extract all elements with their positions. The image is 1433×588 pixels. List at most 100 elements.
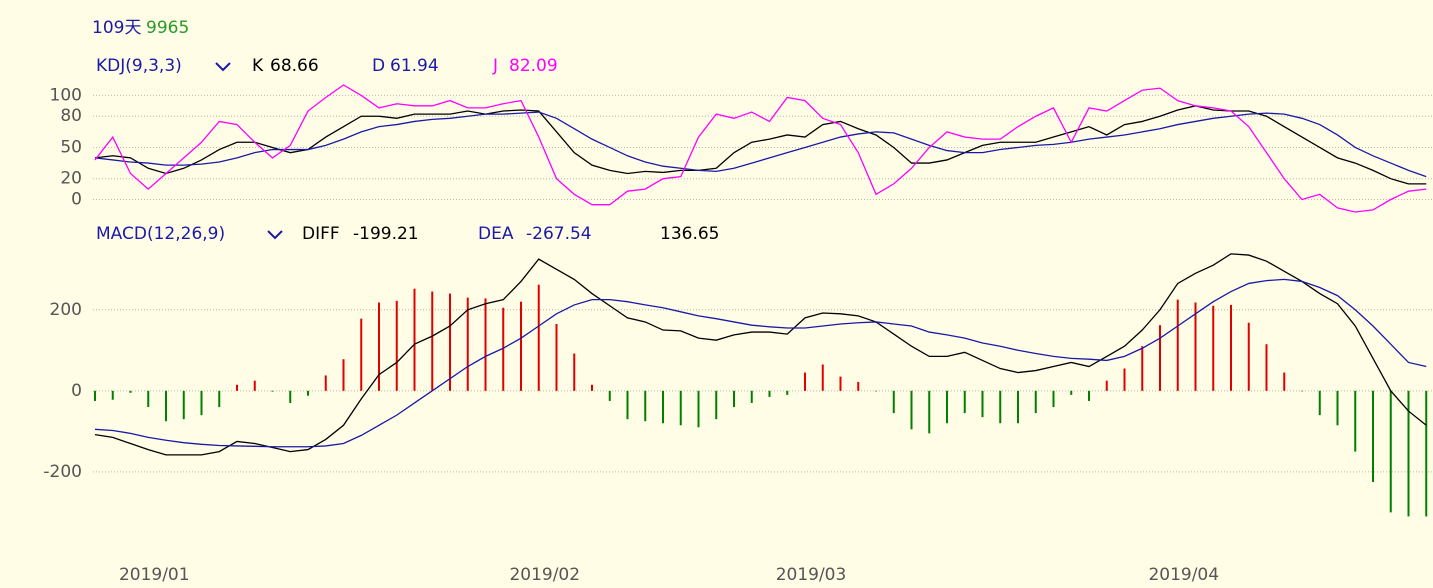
macd-bar — [466, 297, 469, 391]
macd-bar — [644, 390, 647, 422]
macd-bar — [253, 380, 256, 391]
macd-bar — [1052, 390, 1055, 408]
macd-bar — [1176, 299, 1179, 391]
legend-value: -267.54 — [526, 224, 592, 244]
macd-bar — [1247, 322, 1250, 391]
legend-name: DIFF — [302, 224, 340, 244]
macd-bar — [804, 372, 806, 391]
macd-bar — [1141, 346, 1144, 391]
indicator-line — [94, 278, 1427, 448]
indicator-line — [94, 84, 1427, 213]
indicator-line — [94, 111, 1427, 178]
legend-name: K — [252, 56, 264, 76]
macd-bar — [200, 390, 203, 416]
macd-bar — [360, 318, 363, 391]
macd-bar — [910, 390, 913, 430]
macd-bar — [857, 381, 860, 391]
macd-bar — [768, 390, 771, 397]
y-tick-label: 200 — [50, 300, 82, 320]
macd-bar — [502, 307, 505, 391]
macd-bar — [821, 364, 824, 391]
macd-bar — [928, 390, 931, 434]
macd-bar — [1212, 305, 1215, 391]
legend-value: -199.21 — [353, 224, 419, 244]
macd-bar — [342, 359, 345, 391]
macd-bar — [431, 291, 434, 391]
x-tick-label: 2019/02 — [509, 565, 580, 585]
macd-bar — [520, 301, 522, 391]
macd-bar — [1372, 390, 1374, 482]
header-value: 9965 — [146, 18, 189, 38]
macd-bar — [537, 284, 540, 391]
macd-bar — [289, 390, 292, 403]
y-tick-label: -200 — [43, 462, 82, 482]
macd-bar — [626, 390, 629, 420]
macd-bar — [1034, 390, 1037, 414]
macd-bar — [1123, 368, 1126, 391]
macd-bar — [1389, 390, 1392, 513]
macd-bar — [1194, 302, 1197, 391]
macd-bar — [218, 390, 221, 408]
dropdown-icon[interactable] — [267, 230, 283, 240]
macd-title: MACD(12,26,9) — [96, 224, 225, 244]
legend-name: DEA — [478, 224, 514, 244]
macd-bar — [1159, 325, 1161, 391]
macd-bar — [1017, 390, 1019, 424]
macd-bar — [786, 390, 789, 395]
macd-bar — [449, 293, 451, 391]
macd-bar — [555, 323, 558, 391]
legend-name: D — [372, 56, 385, 76]
kdj-title: KDJ(9,3,3) — [96, 56, 182, 76]
macd-bar — [484, 298, 487, 391]
macd-bar — [413, 288, 416, 391]
macd-bar — [733, 390, 735, 408]
legend-value: 136.65 — [660, 224, 719, 244]
macd-bar — [1265, 344, 1268, 391]
macd-bar — [165, 390, 167, 422]
macd-bar — [1318, 390, 1321, 416]
legend-value: 61.94 — [390, 56, 439, 76]
x-tick-label: 2019/04 — [1148, 565, 1219, 585]
header-label: 109天 — [92, 18, 141, 38]
macd-bar — [981, 390, 984, 418]
y-tick-label: 0 — [71, 190, 82, 210]
indicator-line — [94, 105, 1427, 185]
macd-bar — [1301, 390, 1303, 392]
macd-bar — [307, 390, 309, 396]
macd-bar — [147, 390, 150, 408]
y-tick-label: 50 — [60, 137, 82, 157]
legend-name: J — [492, 56, 498, 76]
macd-bar — [608, 390, 611, 401]
macd-bar — [129, 390, 132, 393]
macd-bar — [378, 302, 380, 391]
macd-bar — [715, 390, 718, 420]
macd-bar — [1354, 390, 1357, 452]
macd-bar — [839, 376, 842, 391]
dropdown-icon[interactable] — [215, 62, 231, 72]
macd-bar — [1283, 372, 1286, 391]
x-tick-label: 2019/03 — [776, 565, 847, 585]
x-tick-label: 2019/01 — [119, 565, 190, 585]
macd-bar — [182, 390, 185, 420]
macd-bar — [1407, 390, 1410, 517]
macd-bar — [662, 390, 664, 424]
macd-bar — [999, 390, 1002, 424]
macd-bar — [679, 390, 682, 426]
macd-bar — [236, 384, 238, 391]
macd-bar — [1088, 390, 1090, 401]
macd-bar — [94, 390, 96, 401]
legend-value: 82.09 — [509, 56, 558, 76]
y-tick-label: 0 — [71, 381, 82, 401]
macd-bar — [697, 390, 700, 428]
macd-bar — [1336, 390, 1339, 426]
macd-bar — [324, 375, 327, 391]
macd-bar — [1230, 304, 1232, 391]
macd-bar — [573, 353, 576, 391]
y-tick-label: 20 — [60, 169, 82, 189]
macd-bar — [395, 300, 398, 391]
macd-bar — [1070, 390, 1073, 395]
macd-bar — [271, 390, 274, 392]
macd-bar — [1105, 380, 1108, 391]
macd-bar — [1425, 390, 1428, 517]
